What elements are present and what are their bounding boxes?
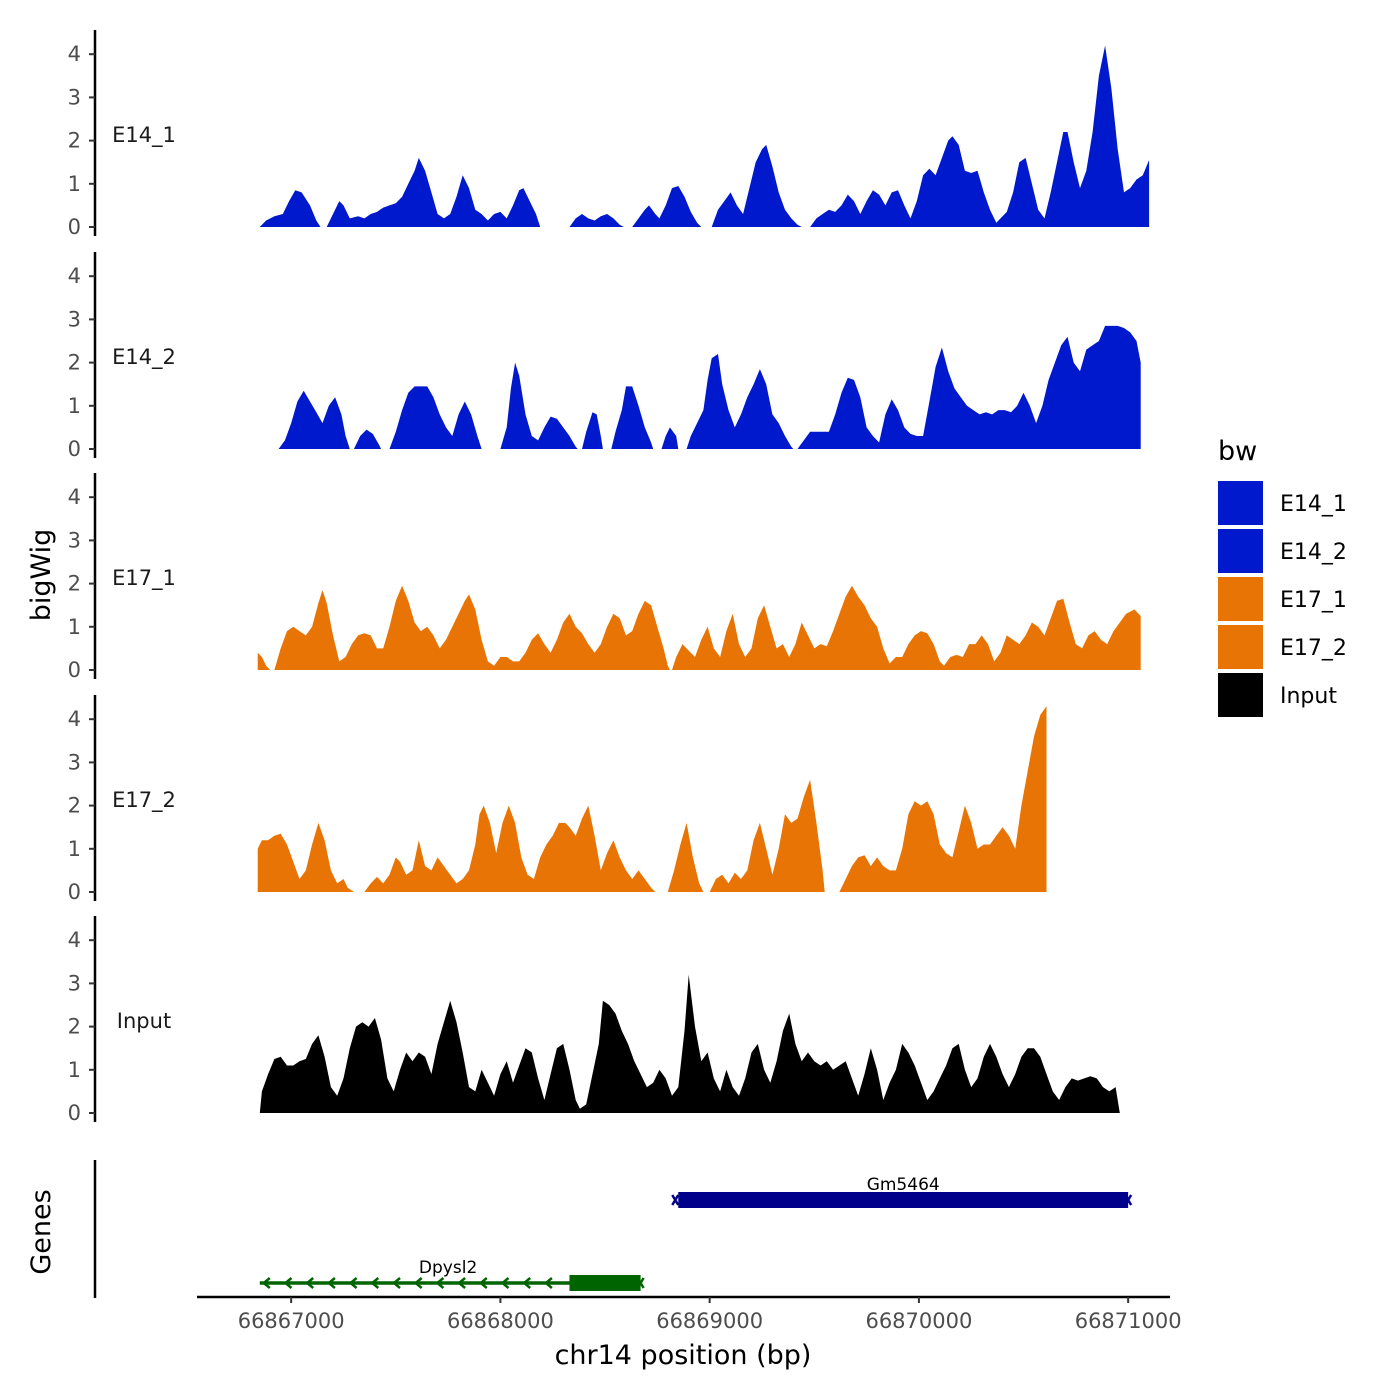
y-axis-title: bigWig (26, 529, 57, 622)
track-label: E14_1 (112, 123, 176, 148)
legend-swatch-E14_2 (1218, 529, 1263, 573)
signal-area (667, 822, 704, 892)
gene-label: Dpysl2 (419, 1258, 477, 1278)
y-tick-label: 4 (68, 264, 81, 288)
track-E14_1: 0 1 2 3 4 E14_1 (68, 30, 1150, 239)
signal-area (326, 157, 541, 227)
y-tick-label: 3 (68, 528, 81, 552)
genes-axis-title: Genes (26, 1189, 57, 1274)
y-tick-label: 3 (68, 971, 81, 995)
signal-area (257, 822, 354, 892)
x-axis: 66867000 66868000 66869000 66870000 66871000 (197, 1295, 1182, 1333)
y-tick-label: 3 (68, 750, 81, 774)
gene-start-cap (671, 1194, 680, 1206)
signal-tracks: 0 1 2 3 4 E14_1 0 1 2 3 4 E14_2 0 1 2 3 4 E17_1 0 1 2 3 4 E17_2… (68, 30, 1150, 1125)
track-Input: 0 1 2 3 4 Input (68, 916, 1120, 1125)
legend-swatch-E17_2 (1218, 625, 1263, 669)
y-tick-label: 0 (68, 215, 81, 239)
y-tick-label: 0 (68, 1101, 81, 1125)
legend-label: E14_2 (1280, 540, 1347, 565)
y-tick-label: 4 (68, 485, 81, 509)
y-tick-label: 1 (68, 1058, 81, 1082)
track-E14_2: 0 1 2 3 4 E14_2 (68, 252, 1141, 461)
x-tick-label: 66868000 (447, 1309, 554, 1333)
x-axis-title: chr14 position (bp) (555, 1340, 812, 1371)
legend-label: E17_2 (1280, 636, 1347, 661)
gene-Gm5464: Gm5464 (671, 1175, 1133, 1208)
signal-area (711, 144, 802, 227)
track-E17_2: 0 1 2 3 4 E17_2 (68, 695, 1047, 904)
y-tick-label: 3 (68, 85, 81, 109)
y-tick-label: 1 (68, 837, 81, 861)
gene-body (678, 1192, 1129, 1208)
legend-swatch-E14_1 (1218, 481, 1263, 525)
y-tick-label: 2 (68, 1015, 81, 1039)
signal-area (632, 186, 702, 227)
x-tick-label: 66867000 (238, 1309, 345, 1333)
y-tick-label: 0 (68, 437, 81, 461)
signal-area (569, 214, 624, 227)
signal-area (257, 652, 271, 670)
y-tick-label: 4 (68, 42, 81, 66)
signal-area (259, 974, 1120, 1113)
signal-area (259, 190, 321, 227)
legend: bw E14_1 E14_2 E17_1 E17_2 Input (1218, 436, 1347, 717)
track-label: Input (117, 1009, 171, 1033)
legend-title: bw (1218, 436, 1257, 467)
y-tick-label: 1 (68, 615, 81, 639)
y-tick-label: 1 (68, 394, 81, 418)
track-label: E14_2 (112, 345, 176, 370)
signal-area (582, 412, 603, 449)
gene-track: Gm5464 Dpysl2 (93, 1160, 1133, 1298)
signal-area (661, 427, 679, 449)
signal-area (810, 45, 1150, 227)
signal-area (274, 585, 670, 670)
legend-swatch-E17_1 (1218, 577, 1263, 621)
signal-area (611, 386, 654, 449)
gene-exon (569, 1275, 641, 1291)
legend-label: Input (1280, 684, 1337, 709)
track-label: E17_1 (112, 566, 176, 591)
legend-label: E17_1 (1280, 588, 1347, 613)
signal-area (278, 390, 350, 449)
gene-Dpysl2: Dpysl2 (259, 1258, 645, 1291)
track-E17_1: 0 1 2 3 4 E17_1 (68, 473, 1141, 682)
y-tick-label: 0 (68, 880, 81, 904)
gene-end-cap (1124, 1194, 1133, 1206)
y-tick-label: 2 (68, 351, 81, 375)
y-tick-label: 0 (68, 658, 81, 682)
signal-area (686, 354, 794, 449)
signal-area (364, 805, 656, 892)
gene-label: Gm5464 (867, 1175, 940, 1195)
track-label: E17_2 (112, 788, 176, 813)
y-tick-label: 4 (68, 928, 81, 952)
legend-swatch-Input (1218, 673, 1263, 717)
y-tick-label: 2 (68, 129, 81, 153)
legend-label: E14_1 (1280, 492, 1347, 517)
y-tick-label: 4 (68, 707, 81, 731)
x-tick-label: 66871000 (1075, 1309, 1182, 1333)
y-tick-label: 3 (68, 307, 81, 331)
gene-end-cap (636, 1277, 645, 1289)
x-tick-label: 66870000 (865, 1309, 972, 1333)
y-tick-label: 2 (68, 794, 81, 818)
signal-area (672, 585, 1141, 670)
y-tick-label: 2 (68, 572, 81, 596)
signal-area (389, 386, 482, 449)
y-tick-label: 1 (68, 172, 81, 196)
signal-area (709, 779, 825, 892)
gene-strand-arrows (261, 1277, 553, 1289)
signal-area (500, 362, 578, 449)
signal-area (839, 706, 1047, 892)
signal-area (353, 429, 382, 449)
x-tick-label: 66869000 (656, 1309, 763, 1333)
signal-area (797, 325, 1141, 449)
